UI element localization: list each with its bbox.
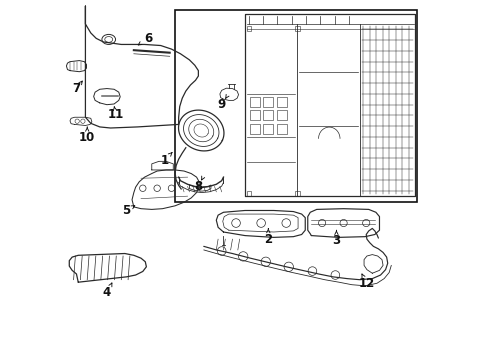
Text: 7: 7 xyxy=(73,82,80,95)
Bar xyxy=(277,124,287,134)
Text: 8: 8 xyxy=(194,180,202,193)
Bar xyxy=(263,97,273,107)
Text: 3: 3 xyxy=(332,234,341,247)
Text: 2: 2 xyxy=(264,233,272,246)
Text: 11: 11 xyxy=(108,108,124,121)
Text: 4: 4 xyxy=(103,287,111,300)
Text: 1: 1 xyxy=(160,154,169,167)
Bar xyxy=(277,111,287,121)
Bar xyxy=(295,26,299,31)
Text: 9: 9 xyxy=(218,98,226,111)
Text: 5: 5 xyxy=(122,204,131,217)
Bar xyxy=(175,10,417,202)
Bar xyxy=(263,124,273,134)
Bar xyxy=(247,191,251,196)
Bar xyxy=(277,97,287,107)
Bar xyxy=(250,111,260,121)
Text: 6: 6 xyxy=(144,32,152,45)
Text: 10: 10 xyxy=(79,131,96,144)
Text: 12: 12 xyxy=(359,278,375,291)
Bar xyxy=(295,191,299,196)
Bar xyxy=(247,26,251,31)
Bar xyxy=(250,97,260,107)
Bar xyxy=(263,111,273,121)
Bar xyxy=(250,124,260,134)
